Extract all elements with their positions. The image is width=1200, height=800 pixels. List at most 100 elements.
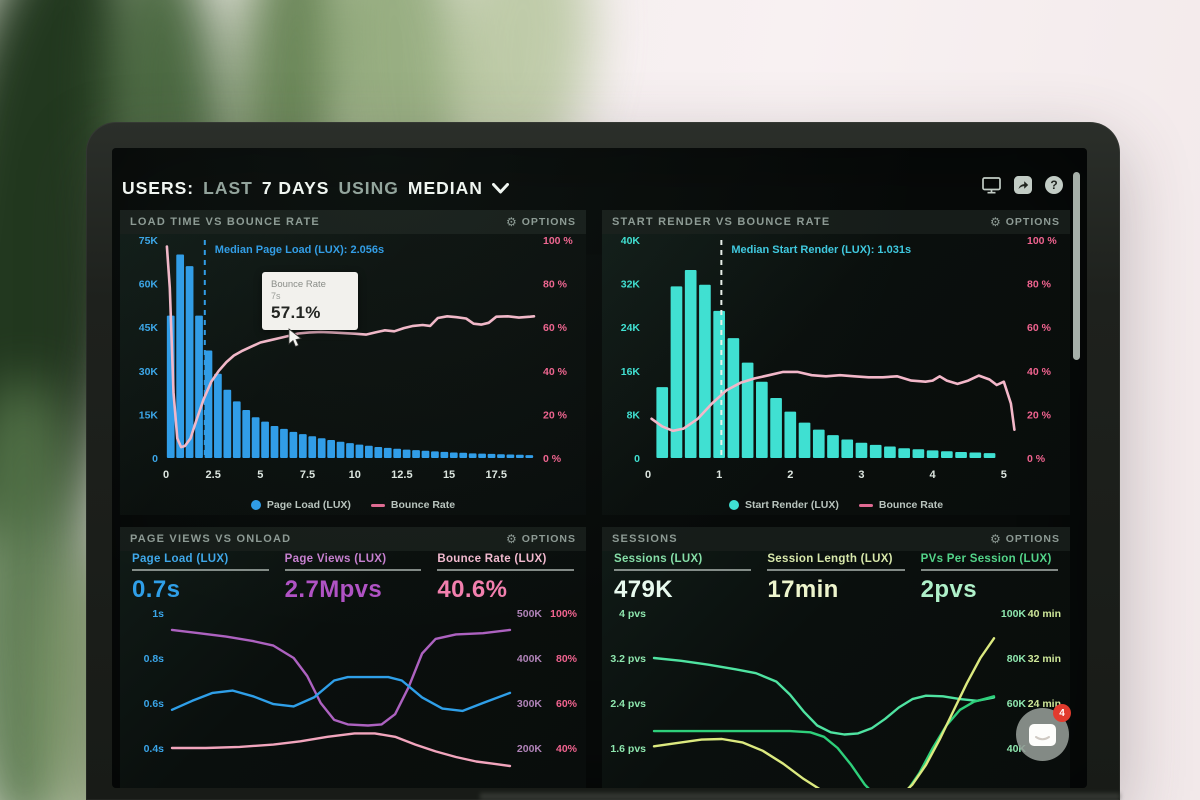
options-button[interactable]: ⚙ OPTIONS — [506, 216, 576, 228]
histogram-bar — [355, 444, 364, 458]
median-label: Median Page Load (LUX): 2.056s — [215, 244, 384, 256]
histogram-bar — [827, 435, 839, 458]
legend-line-swatch — [370, 503, 385, 507]
histogram-bar — [346, 443, 354, 458]
legend-dot-swatch — [728, 500, 739, 510]
x-axis-tick-label: 1 — [716, 469, 722, 481]
histogram-bar — [468, 453, 477, 458]
histogram-bar — [506, 454, 515, 458]
legend-label: Bounce Rate — [390, 499, 456, 511]
legend-label: Start Render (LUX) — [744, 499, 839, 511]
y-axis-left-label: 60K — [139, 279, 159, 291]
metric-value: 40.6% — [437, 576, 508, 603]
histogram-bar — [251, 417, 260, 458]
options-button[interactable]: ⚙ OPTIONS — [990, 533, 1060, 545]
metric-column: Session Length (LUX) 17min — [767, 553, 905, 604]
bounce-rate-line — [650, 370, 1016, 433]
chat-widget-button[interactable]: 4 — [1016, 704, 1071, 761]
histogram-bar — [812, 429, 825, 458]
metric-column: Sessions (LUX) 479K — [614, 553, 752, 604]
y-axis-left-label: 40K — [621, 235, 641, 247]
bounce-rate-line — [165, 245, 536, 449]
svg-text:?: ? — [1050, 178, 1057, 192]
mouse-cursor-icon — [288, 328, 302, 348]
y-axis-right-label: 80% — [556, 653, 578, 665]
chevron-down-icon[interactable] — [491, 182, 509, 194]
histogram-bar — [983, 453, 996, 458]
legend-item[interactable]: Start Render (LUX) — [728, 499, 839, 511]
histogram-bar — [770, 398, 782, 458]
panel-header: SESSIONS ⚙ OPTIONS — [602, 527, 1070, 551]
y-axis-right-label: 400K — [517, 653, 543, 665]
legend-item[interactable]: Bounce Rate — [858, 499, 944, 511]
metric-label: Sessions (LUX) — [614, 553, 703, 565]
metric-column: PVs Per Session (LUX) 2pvs — [920, 553, 1058, 604]
histogram-bar — [365, 445, 373, 458]
y-axis-right-label: 200K — [517, 743, 543, 755]
y-axis-right-label: 0 % — [543, 453, 562, 465]
scrollbar-thumb[interactable] — [1073, 172, 1080, 360]
histogram-bar — [841, 439, 854, 458]
onload-lines-chart: 1s 0.8s 0.6s 0.4s 500K 100% 400K 80% 300K 60% 200K… — [144, 608, 578, 768]
histogram-bar — [232, 401, 241, 458]
histogram-bar — [912, 449, 925, 458]
panel-header: START RENDER VS BOUNCE RATE ⚙ OPTIONS — [602, 210, 1070, 234]
legend-item[interactable]: Page Load (LUX) — [250, 499, 351, 511]
histogram-bar — [402, 449, 411, 458]
gear-icon: ⚙ — [505, 532, 517, 546]
histogram-bar — [955, 452, 967, 458]
y-axis-left-label: 24K — [621, 322, 641, 334]
y-axis-left-label: 32K — [621, 279, 641, 291]
histogram-bar — [317, 438, 326, 458]
histogram-bar — [459, 452, 468, 458]
options-label: OPTIONS — [1005, 533, 1060, 545]
y-axis-right-label: 500K — [517, 608, 543, 620]
legend-item[interactable]: Bounce Rate — [370, 499, 456, 511]
metric-value: 17min — [767, 576, 839, 603]
y-axis-right-label: 100% — [550, 608, 578, 620]
metric-column: Bounce Rate (LUX) 40.6% — [437, 553, 575, 604]
x-axis-tick-label: 15 — [443, 469, 455, 481]
start-render-histogram: Median Start Render (LUX): 1.031s 40K 32K 2… — [621, 235, 1058, 481]
options-button[interactable]: ⚙ OPTIONS — [506, 533, 576, 545]
gear-icon: ⚙ — [989, 532, 1001, 546]
series-line — [652, 695, 996, 788]
y-axis-left-label: 15K — [139, 409, 159, 421]
chat-notification-badge: 4 — [1053, 704, 1071, 722]
sessions-lines-chart: 4 pvs 3.2 pvs 2.4 pvs 1.6 pvs 100K 40 min 80K 3… — [610, 608, 1061, 788]
y-axis-left-label: 0.6s — [144, 698, 165, 710]
histogram-bar — [684, 269, 697, 458]
histogram-bar — [242, 410, 251, 458]
help-icon[interactable]: ? — [1045, 176, 1063, 194]
histogram-bar — [440, 451, 449, 458]
legend-label: Bounce Rate — [878, 499, 944, 511]
x-axis-tick-label: 5 — [1001, 469, 1007, 481]
chart-legend: Page Load (LUX) Bounce Rate — [120, 499, 586, 511]
y-axis-right-label: 80 % — [1027, 279, 1052, 291]
x-axis-tick-label: 10 — [349, 469, 361, 481]
chart-legend: Start Render (LUX) Bounce Rate — [602, 499, 1070, 511]
options-button[interactable]: ⚙ OPTIONS — [990, 216, 1060, 228]
header-title-part: LAST — [203, 177, 253, 198]
y-axis-left-label: 45K — [139, 322, 159, 334]
users-period-dropdown[interactable]: USERS: LAST 7 DAYS USING MEDIAN — [122, 174, 509, 202]
histogram-bar — [176, 254, 185, 458]
tooltip-x-value: 7s — [271, 291, 281, 301]
x-axis-tick-label: 4 — [930, 469, 937, 481]
chart-tooltip: Bounce Rate 7s 57.1% — [262, 272, 358, 330]
share-icon[interactable] — [1014, 176, 1032, 194]
histogram-bar — [383, 447, 392, 458]
monitor-icon[interactable] — [982, 176, 1001, 194]
histogram-bar — [327, 439, 335, 458]
histogram-bar — [308, 436, 317, 458]
laptop-frame: USERS: LAST 7 DAYS USING MEDIAN ? — [86, 122, 1120, 800]
load-time-histogram: Median Page Load (LUX): 2.056s 75K 60K 45K 3… — [139, 235, 574, 481]
y-axis-right-label: 60 % — [1027, 322, 1052, 334]
series-line — [652, 656, 996, 736]
laptop-bottom-edge — [480, 793, 1120, 800]
header-title-part: USING — [338, 177, 399, 198]
metric-underline — [767, 569, 905, 571]
options-label: OPTIONS — [521, 533, 576, 545]
x-axis-tick-label: 12.5 — [391, 469, 412, 481]
